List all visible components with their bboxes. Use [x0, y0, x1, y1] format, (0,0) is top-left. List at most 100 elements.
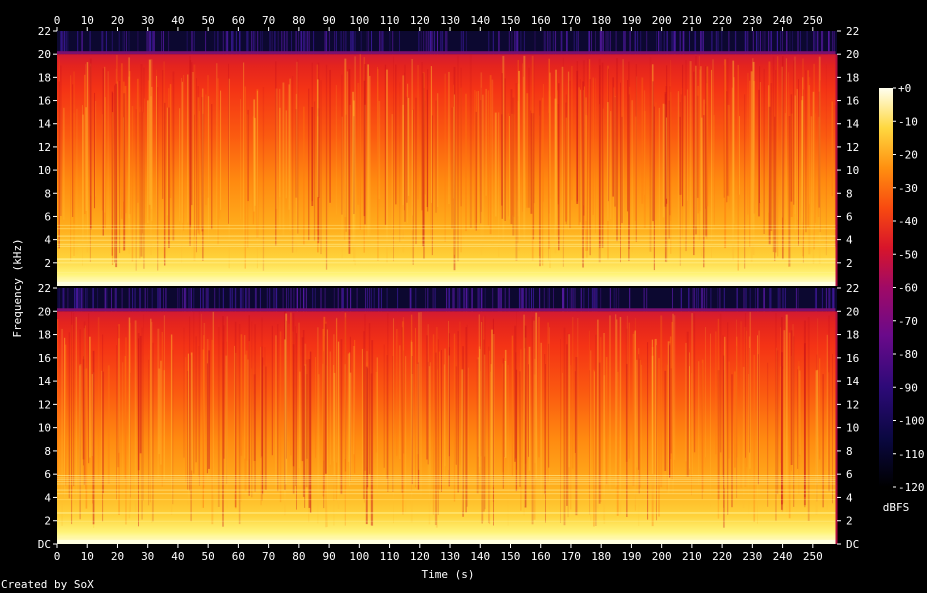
x-tick-label-top: 250 [803, 14, 823, 27]
texture-streak [248, 341, 250, 460]
texture-streak [279, 107, 281, 230]
texture-streak [595, 78, 596, 234]
x-tick-label-bottom: 190 [621, 550, 641, 563]
texture-streak [832, 354, 833, 504]
noise-streak [232, 31, 234, 55]
texture-streak [183, 327, 185, 458]
texture-streak [490, 364, 492, 476]
noise-streak [520, 288, 522, 312]
noise-streak [214, 288, 216, 312]
noise-streak [571, 288, 573, 312]
texture-streak [240, 334, 243, 456]
texture-streak [488, 346, 490, 524]
texture-streak [305, 374, 308, 488]
noise-streak [446, 31, 448, 55]
texture-streak [586, 115, 588, 258]
noise-streak [694, 31, 696, 55]
noise-streak [202, 288, 204, 312]
texture-streak [759, 66, 761, 204]
noise-streak [306, 288, 307, 312]
texture-streak [392, 356, 394, 492]
texture-streak [634, 330, 636, 506]
texture-streak [607, 102, 609, 221]
noise-streak [624, 31, 626, 55]
texture-streak [225, 355, 228, 476]
texture-streak [157, 87, 159, 271]
texture-streak [240, 99, 241, 220]
noise-streak [67, 288, 69, 312]
texture-streak [114, 85, 115, 263]
noise-streak [121, 288, 123, 312]
noise-streak [828, 31, 830, 55]
texture-streak [244, 86, 246, 269]
noise-streak [593, 288, 595, 312]
texture-streak [560, 339, 561, 523]
noise-streak [693, 288, 695, 312]
texture-streak [654, 338, 657, 511]
noise-streak [786, 31, 788, 55]
texture-streak [671, 321, 673, 480]
texture-streak [784, 112, 786, 220]
texture-streak [819, 358, 821, 460]
texture-streak [317, 327, 319, 524]
texture-streak [107, 365, 110, 484]
texture-streak [658, 358, 660, 517]
texture-streak [315, 357, 316, 458]
texture-streak [275, 335, 277, 490]
texture-streak [480, 72, 483, 255]
texture-streak [461, 369, 464, 512]
texture-streak [522, 63, 524, 212]
texture-streak [701, 359, 704, 492]
noise-streak [378, 288, 380, 312]
y-tick-label-right: 22 [846, 25, 859, 38]
noise-streak [177, 288, 179, 312]
noise-streak [782, 288, 783, 312]
texture-streak [391, 114, 394, 234]
harmonic-line [57, 276, 836, 278]
texture-streak [152, 342, 154, 522]
texture-streak [737, 64, 739, 271]
noise-streak [716, 31, 717, 55]
x-tick-label-bottom: 100 [349, 550, 369, 563]
x-tick-label-bottom: 210 [682, 550, 702, 563]
texture-streak [190, 355, 192, 522]
noise-streak [301, 31, 303, 55]
noise-streak [697, 288, 699, 312]
noise-streak [81, 31, 83, 55]
noise-streak [815, 288, 817, 312]
noise-streak [178, 288, 180, 312]
texture-streak [308, 350, 310, 523]
texture-streak [150, 59, 153, 209]
texture-streak [736, 336, 738, 457]
texture-streak [588, 330, 590, 500]
texture-streak [344, 317, 347, 472]
texture-streak [58, 55, 60, 260]
texture-streak [187, 74, 189, 223]
texture-streak [531, 55, 534, 261]
noise-streak [341, 288, 343, 312]
noise-streak [259, 288, 261, 312]
texture-streak [788, 72, 790, 267]
colorbar-tick-label: -40 [898, 215, 918, 228]
texture-streak [101, 114, 104, 211]
texture-streak [104, 66, 106, 213]
texture-streak [615, 314, 617, 488]
texture-streak [746, 330, 748, 467]
texture-streak [295, 93, 298, 253]
texture-streak [476, 359, 479, 494]
noise-streak [153, 31, 155, 55]
texture-streak [431, 66, 432, 203]
texture-streak [349, 372, 352, 481]
x-tick-label-top: 220 [712, 14, 732, 27]
texture-streak [335, 318, 337, 500]
texture-streak [82, 359, 85, 460]
texture-streak [504, 361, 507, 458]
texture-streak [664, 370, 667, 471]
noise-streak [255, 288, 257, 312]
noise-streak [382, 31, 384, 55]
texture-streak [677, 91, 679, 242]
texture-streak [801, 96, 804, 223]
texture-streak [558, 83, 560, 251]
texture-streak [226, 316, 228, 509]
texture-streak [228, 78, 230, 269]
